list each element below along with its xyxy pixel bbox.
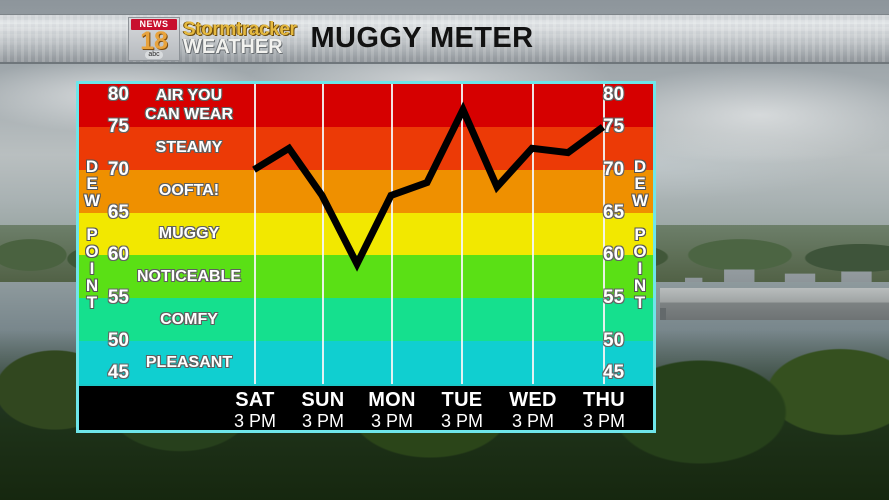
y-axis-tick-left: 80 bbox=[107, 84, 129, 105]
day-name: WED bbox=[509, 389, 557, 411]
day-time: 3 PM bbox=[440, 411, 483, 431]
day-time: 3 PM bbox=[233, 411, 276, 431]
dewpoint-band bbox=[79, 341, 653, 384]
day-time: 3 PM bbox=[370, 411, 413, 431]
x-axis-day-labels: SAT 3 PM SUN 3 PM MON 3 PM TUE 3 PM WED 3 PM THU 3 … bbox=[79, 384, 653, 431]
day-time: 3 PM bbox=[511, 411, 554, 431]
x-axis-day-sun: SUN 3 PM bbox=[287, 389, 359, 431]
stormtracker-text: Stormtracker bbox=[183, 19, 297, 40]
channel-18-badge: NEWS 18 abc bbox=[128, 16, 180, 61]
gridline-sun bbox=[322, 84, 324, 384]
day-name: SUN bbox=[301, 389, 345, 411]
muggy-meter-chart-panel: AIR YOU CAN WEAR STEAMY OOFTA! MUGGY NOTICEAB… bbox=[76, 81, 656, 433]
y-axis-tick-left: 75 bbox=[107, 115, 129, 137]
day-time: 3 PM bbox=[301, 411, 344, 431]
band-label: STEAMY bbox=[155, 139, 223, 157]
y-axis-tick-left: 45 bbox=[107, 362, 129, 383]
gridline-wed bbox=[532, 84, 534, 384]
x-axis-day-sat: SAT 3 PM bbox=[219, 389, 291, 431]
y-axis-tick-right: 75 bbox=[603, 115, 625, 137]
gridline-mon bbox=[391, 84, 393, 384]
header-bar: NEWS 18 abc Stormtracker WEATHER MUGGY M… bbox=[0, 14, 889, 64]
gridline-tue bbox=[461, 84, 463, 384]
y-axis-tick-right: 55 bbox=[603, 287, 625, 309]
band-label: OOFTA! bbox=[158, 182, 220, 200]
dewpoint-band bbox=[79, 169, 653, 213]
day-name: THU bbox=[582, 389, 625, 411]
dewpoint-line-series bbox=[252, 101, 606, 272]
y-axis-tick-left: 55 bbox=[107, 287, 129, 309]
y-axis-tick-right: 80 bbox=[603, 84, 625, 105]
y-axis-tick-left: 60 bbox=[107, 244, 129, 266]
y-axis-tick-right: 45 bbox=[603, 362, 625, 383]
news-label: NEWS bbox=[131, 18, 177, 30]
y-axis-tick-right: 60 bbox=[603, 244, 625, 266]
dewpoint-band bbox=[79, 84, 653, 127]
day-time: 3 PM bbox=[582, 411, 625, 431]
x-axis-day-wed: WED 3 PM bbox=[497, 389, 569, 431]
band-label: COMFY bbox=[160, 310, 218, 328]
y-axis-tick-right: 50 bbox=[603, 330, 625, 352]
day-name: SAT bbox=[235, 389, 275, 411]
y-axis-tick-left: 65 bbox=[107, 201, 129, 223]
dewpoint-band bbox=[79, 298, 653, 342]
y-axis-tick-right: 65 bbox=[603, 201, 625, 223]
band-label: NOTICEABLE bbox=[137, 267, 241, 285]
station-logo: NEWS 18 abc Stormtracker WEATHER bbox=[128, 16, 297, 62]
y-axis-tick-left: 50 bbox=[107, 330, 129, 352]
plot-area: AIR YOU CAN WEAR STEAMY OOFTA! MUGGY NOTICEAB… bbox=[79, 84, 653, 384]
x-axis-day-thu: THU 3 PM bbox=[568, 389, 640, 431]
y-axis-tick-right: 70 bbox=[603, 158, 625, 180]
day-name: MON bbox=[368, 389, 416, 411]
gridline-thu bbox=[603, 84, 605, 384]
band-label: AIR YOU CAN WEAR bbox=[145, 87, 233, 124]
bridge bbox=[660, 288, 889, 320]
y-axis-tick-left: 70 bbox=[107, 158, 129, 180]
day-name: TUE bbox=[441, 389, 483, 411]
page-title: MUGGY METER bbox=[310, 22, 534, 54]
x-axis-day-mon: MON 3 PM bbox=[356, 389, 428, 431]
stormtracker-wordmark: Stormtracker WEATHER bbox=[183, 19, 297, 58]
band-label: MUGGY bbox=[158, 225, 220, 242]
channel-number: 18 bbox=[140, 26, 168, 55]
x-axis-day-tue: TUE 3 PM bbox=[426, 389, 498, 431]
dewpoint-band bbox=[79, 255, 653, 299]
gridline-sat bbox=[254, 84, 256, 384]
abc-affiliate-logo: abc bbox=[145, 50, 163, 59]
band-label: PLEASANT bbox=[145, 353, 233, 371]
weather-text: WEATHER bbox=[183, 36, 283, 58]
